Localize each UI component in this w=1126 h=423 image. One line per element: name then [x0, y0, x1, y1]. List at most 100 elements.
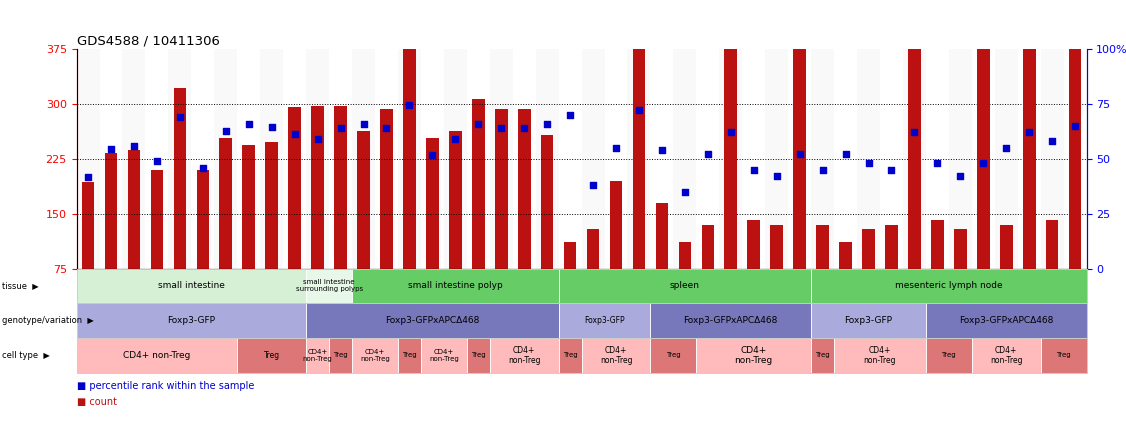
Bar [627, 49, 651, 269]
Text: Treg: Treg [667, 352, 681, 358]
Point [355, 121, 373, 128]
Bar [145, 49, 169, 269]
Point [790, 151, 808, 158]
Point [516, 124, 534, 131]
Bar [863, 229, 875, 269]
Bar [926, 49, 949, 269]
Bar [994, 49, 1018, 269]
Text: spleen: spleen [670, 281, 700, 291]
Point [309, 135, 327, 142]
Point [699, 151, 717, 158]
Point [217, 128, 235, 135]
Text: Treg: Treg [471, 352, 485, 358]
Text: Foxp3-GFP: Foxp3-GFP [168, 316, 215, 325]
Bar [467, 49, 490, 269]
Text: small intestine: small intestine [158, 281, 225, 291]
Bar [770, 225, 783, 269]
Point [1043, 137, 1061, 144]
Bar [311, 106, 324, 269]
Point [470, 121, 488, 128]
Text: Foxp3-GFP: Foxp3-GFP [844, 316, 893, 325]
Point [768, 173, 786, 180]
Point [401, 102, 419, 108]
Bar [1046, 220, 1058, 269]
Bar [169, 49, 191, 269]
Text: Treg: Treg [333, 352, 348, 358]
Point [331, 124, 349, 131]
Bar [811, 49, 834, 269]
Point [859, 159, 877, 166]
Bar [977, 31, 990, 269]
Bar [794, 22, 806, 269]
Text: Treg: Treg [1056, 352, 1071, 358]
Text: small intestine
surrounding polyps: small intestine surrounding polyps [295, 280, 363, 292]
Text: CD4+
non-Treg: CD4+ non-Treg [990, 346, 1022, 365]
Bar [1022, 0, 1036, 269]
Bar [748, 220, 760, 269]
Bar [954, 229, 966, 269]
Bar [1040, 49, 1064, 269]
Bar [444, 49, 467, 269]
Point [951, 173, 969, 180]
Bar [220, 138, 232, 269]
Bar [283, 49, 306, 269]
Bar [105, 153, 117, 269]
Bar [77, 49, 99, 269]
Bar [375, 49, 397, 269]
Text: CD4+ non-Treg: CD4+ non-Treg [123, 351, 190, 360]
Bar [949, 49, 972, 269]
Bar [123, 49, 145, 269]
Bar [651, 49, 673, 269]
Point [837, 151, 855, 158]
Point [1020, 129, 1038, 136]
Text: tissue  ▶: tissue ▶ [2, 281, 39, 291]
Point [148, 157, 166, 164]
Bar [931, 220, 944, 269]
Text: Treg: Treg [563, 352, 578, 358]
Bar [357, 132, 369, 269]
Bar [582, 49, 605, 269]
Point [286, 131, 304, 138]
Bar [421, 49, 444, 269]
Bar [173, 88, 186, 269]
Point [125, 143, 143, 150]
Bar [238, 49, 260, 269]
Bar [518, 109, 530, 269]
Text: Foxp3-GFPxAPCΔ468: Foxp3-GFPxAPCΔ468 [683, 316, 778, 325]
Point [722, 129, 740, 136]
Point [905, 129, 923, 136]
Bar [881, 49, 903, 269]
Bar [127, 150, 141, 269]
Point [79, 173, 97, 180]
Text: small intestine polyp: small intestine polyp [408, 281, 502, 291]
Text: CD4+
non-Treg: CD4+ non-Treg [303, 349, 332, 362]
Bar [536, 49, 558, 269]
Bar [972, 49, 994, 269]
Bar [1069, 0, 1081, 269]
Bar [605, 49, 627, 269]
Text: CD4+
non-Treg: CD4+ non-Treg [600, 346, 633, 365]
Bar [766, 49, 788, 269]
Text: Foxp3-GFP: Foxp3-GFP [584, 316, 625, 325]
Text: genotype/variation  ▶: genotype/variation ▶ [2, 316, 95, 325]
Bar [609, 181, 623, 269]
Text: GDS4588 / 10411306: GDS4588 / 10411306 [77, 35, 220, 47]
Bar [191, 49, 214, 269]
Bar [908, 5, 921, 269]
Point [814, 166, 832, 173]
Bar [724, 9, 738, 269]
Point [928, 159, 946, 166]
Bar [260, 49, 283, 269]
Bar [334, 106, 347, 269]
Bar [242, 146, 256, 269]
Bar [449, 132, 462, 269]
Point [629, 107, 647, 114]
Text: mesenteric lymph node: mesenteric lymph node [895, 281, 1002, 291]
Text: CD4+
non-Treg: CD4+ non-Treg [508, 346, 540, 365]
Point [492, 124, 510, 131]
Point [1066, 122, 1084, 129]
Bar [720, 49, 742, 269]
Text: Treg: Treg [263, 351, 279, 360]
Bar [1018, 49, 1040, 269]
Point [676, 188, 694, 195]
